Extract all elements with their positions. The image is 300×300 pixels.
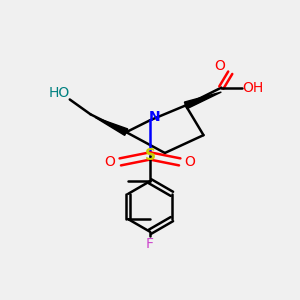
Text: S: S <box>145 148 155 164</box>
Text: O: O <box>185 155 196 169</box>
Polygon shape <box>184 92 221 109</box>
Text: OH: OH <box>242 81 263 94</box>
Text: O: O <box>104 155 115 169</box>
Text: HO: HO <box>49 86 70 100</box>
Text: F: F <box>146 237 154 250</box>
Text: O: O <box>214 59 225 73</box>
Text: N: N <box>148 110 160 124</box>
Polygon shape <box>95 117 128 135</box>
